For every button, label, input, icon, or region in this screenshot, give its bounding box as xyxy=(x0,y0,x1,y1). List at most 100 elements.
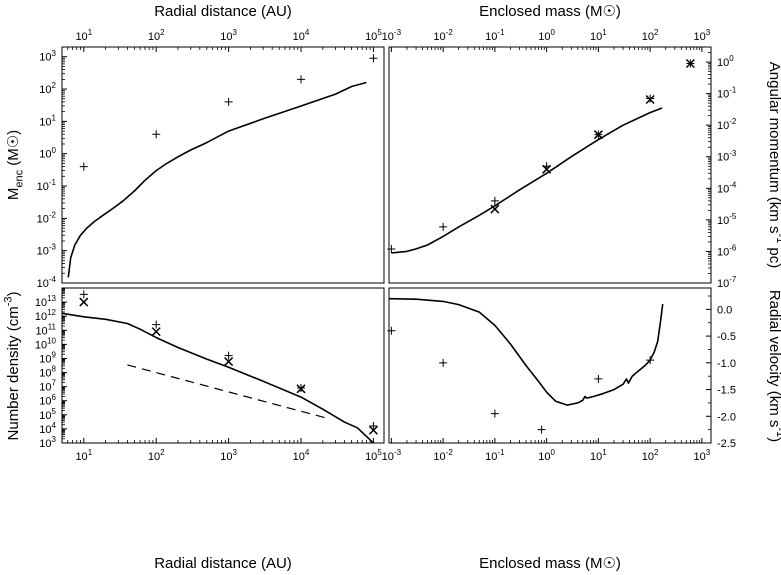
y-tick-label-10-9: 109 xyxy=(39,351,56,366)
y-tick-label-10-2: 10-2 xyxy=(717,117,737,132)
cross-marker-2 xyxy=(593,130,603,140)
bottom-axis-title-enclosed-mass: Enclosed mass (M☉) xyxy=(479,555,621,572)
x-tick-label-10-4: 104 xyxy=(293,28,310,43)
y-tick-label-10-1: 10-1 xyxy=(37,178,57,193)
x-tick-label-10-1: 101 xyxy=(590,28,607,43)
cross-marker-1 xyxy=(542,164,552,174)
plus-marker-3 xyxy=(297,75,306,84)
x-tick-label-10-0: 100 xyxy=(538,448,555,463)
y-tick-label-10-0: 100 xyxy=(717,54,734,69)
left-axis-title-number-density: Number density (cm-3) xyxy=(2,292,22,441)
plus-marker-0 xyxy=(79,162,88,171)
x-tick-label-10-2: 10-2 xyxy=(433,28,453,43)
cross-marker-2 xyxy=(224,357,234,367)
plus-marker-1 xyxy=(152,130,161,139)
x-tick-label-10-1: 101 xyxy=(75,28,92,43)
x-tick-label-10-3: 10-3 xyxy=(382,28,402,43)
cross-marker-3 xyxy=(296,384,306,394)
y-tick-label-10-5: 105 xyxy=(39,407,56,422)
cross-marker-4 xyxy=(685,58,695,69)
series-line-power-law xyxy=(127,364,326,419)
plus-marker-2 xyxy=(224,351,233,360)
y-tick-label-10-11: 1011 xyxy=(35,322,56,337)
x-tick-label-10-3: 103 xyxy=(220,28,237,43)
panel-radial-velocity-vs-mass: 10-3 10-2 10-1 100 101 102 103 0.0 -0.5 -1.0 -1.5 -… xyxy=(382,295,736,463)
panel-bottom-right-frame xyxy=(388,287,712,444)
cross-marker-3 xyxy=(645,94,655,105)
y-tick-label-10-4: 10-4 xyxy=(717,180,737,195)
plus-marker-4 xyxy=(369,422,378,431)
top-axis-title-radial-distance: Radial distance (AU) xyxy=(154,3,292,20)
plus-marker-5 xyxy=(646,356,655,365)
y-tick-label-10-10: 1010 xyxy=(35,336,57,351)
x-tick-label-10-1: 101 xyxy=(75,448,92,463)
plus-marker-1 xyxy=(152,320,161,329)
right-axis-title-radial-velocity: Radial velocity (km s-1) xyxy=(766,290,781,442)
y-tick-label-2-5: -2.5 xyxy=(717,438,736,450)
plus-marker-2 xyxy=(224,97,233,106)
panel-top-right-frame xyxy=(388,46,712,284)
plus-marker-4 xyxy=(369,54,378,63)
plus-marker-1 xyxy=(439,222,448,231)
y-tick-label-0-5: -0.5 xyxy=(717,331,736,343)
series-line-simulation xyxy=(389,297,664,406)
x-tick-label-10-1: 101 xyxy=(590,448,607,463)
panel-angular-momentum-vs-mass: 10-3 10-2 10-1 100 101 102 103 10-7 10-6 10-5 10-4… xyxy=(382,28,737,290)
y-tick-label-10-1: 101 xyxy=(39,113,56,128)
plus-marker-2 xyxy=(490,196,499,205)
y-tick-label-10-1: 10-1 xyxy=(717,86,737,101)
x-tick-label-10-4: 104 xyxy=(293,448,310,463)
y-tick-label-10-6: 10-6 xyxy=(717,243,737,258)
x-tick-label-10-1: 10-1 xyxy=(485,448,505,463)
left-axis-title-enclosed-mass: Menc (M☉) xyxy=(5,130,26,200)
y-tick-label-10-7: 10-7 xyxy=(717,275,737,290)
y-tick-label-10-5: 10-5 xyxy=(717,212,737,227)
x-tick-label-10-5: 105 xyxy=(365,28,382,43)
y-tick-label-10-12: 1012 xyxy=(35,308,57,323)
x-tick-label-10-5: 105 xyxy=(365,448,382,463)
x-tick-label-10-3: 103 xyxy=(694,28,711,43)
y-tick-label-10-3: 103 xyxy=(39,435,56,450)
y-tick-label-10-6: 106 xyxy=(39,393,56,408)
x-tick-label-10-1: 10-1 xyxy=(485,28,505,43)
plus-marker-1 xyxy=(439,358,448,367)
x-tick-label-10-0: 100 xyxy=(538,28,555,43)
cross-marker-0 xyxy=(490,204,500,214)
plus-marker-0 xyxy=(79,290,88,299)
y-tick-label-10-4: 104 xyxy=(39,421,56,436)
x-tick-label-10-2: 102 xyxy=(642,448,659,463)
y-tick-label-10-3: 10-3 xyxy=(717,149,737,164)
panel-top-left-frame xyxy=(61,46,385,284)
panel-enclosed-mass-vs-radius: 101 102 103 104 105 10-4 10-3 10-2 10-1 100 101 102… xyxy=(37,28,383,290)
series-line-simulation xyxy=(391,107,663,254)
y-tick-label-10-0: 100 xyxy=(39,146,56,161)
x-tick-label-10-2: 102 xyxy=(642,28,659,43)
y-tick-label-10-8: 108 xyxy=(39,365,56,380)
top-axis-title-enclosed-mass: Enclosed mass (M☉) xyxy=(479,3,621,20)
x-tick-label-10-2: 102 xyxy=(148,448,165,463)
x-tick-label-10-3: 103 xyxy=(220,448,237,463)
cross-marker-4 xyxy=(368,425,378,435)
plus-marker-2 xyxy=(490,409,499,418)
y-tick-label-10-3: 10-3 xyxy=(37,243,57,258)
y-tick-label-10-3: 103 xyxy=(39,49,56,64)
bottom-axis-title-radial-distance: Radial distance (AU) xyxy=(154,555,292,572)
panel-number-density-vs-radius: 101 102 103 104 1051031041051061071081091010… xyxy=(35,288,382,463)
x-tick-label-10-2: 102 xyxy=(148,28,165,43)
plus-marker-3 xyxy=(537,425,546,434)
x-tick-label-10-2: 10-2 xyxy=(433,448,453,463)
y-tick-label-0-0: 0.0 xyxy=(717,304,732,316)
plus-marker-0 xyxy=(387,244,396,253)
y-tick-label-1-5: -1.5 xyxy=(717,385,736,397)
x-tick-label-10-3: 103 xyxy=(694,448,711,463)
cross-marker-1 xyxy=(151,327,161,337)
series-line-simulation xyxy=(62,312,375,443)
y-tick-label-1-0: -1.0 xyxy=(717,358,736,370)
plus-marker-4 xyxy=(594,374,603,383)
y-tick-label-10-2: 102 xyxy=(39,81,56,96)
y-tick-label-10-7: 107 xyxy=(39,379,56,394)
y-tick-label-10-2: 10-2 xyxy=(37,210,57,225)
right-axis-title-angular-momentum: Angular momentum (km s-1 pc) xyxy=(766,62,781,269)
y-tick-label-10-4: 10-4 xyxy=(37,275,57,290)
